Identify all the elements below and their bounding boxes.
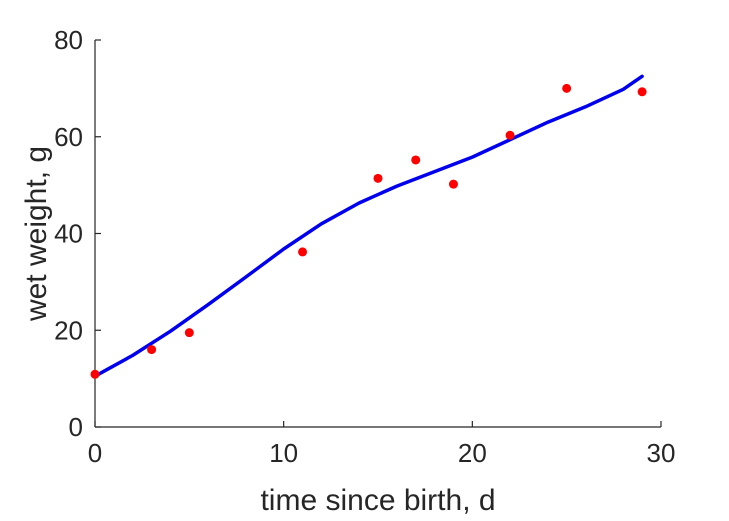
y-tick-label: 40	[54, 219, 83, 249]
data-point	[184, 328, 194, 338]
x-tick-label: 0	[88, 438, 102, 468]
data-point	[147, 345, 157, 355]
y-tick-label: 20	[54, 315, 83, 345]
x-tick-label: 20	[458, 438, 487, 468]
data-point	[562, 83, 572, 93]
y-tick-label: 80	[54, 25, 83, 55]
data-point	[373, 173, 383, 183]
x-axis-label: time since birth, d	[260, 484, 495, 517]
data-point	[505, 130, 515, 140]
data-point	[298, 247, 308, 257]
series-layer	[90, 74, 647, 379]
y-axis-label: wet weight, g	[20, 146, 53, 322]
y-tick-label: 0	[69, 412, 83, 442]
y-tick-label: 60	[54, 122, 83, 152]
x-tick-label: 10	[269, 438, 298, 468]
data-point	[448, 179, 458, 189]
fit-curve-line	[93, 74, 644, 378]
data-point	[637, 87, 647, 97]
data-point	[411, 155, 421, 165]
data-point	[90, 369, 100, 379]
x-tick-label: 30	[647, 438, 676, 468]
axes: 0 10 20 30 0 20 40 60 80	[54, 25, 675, 468]
